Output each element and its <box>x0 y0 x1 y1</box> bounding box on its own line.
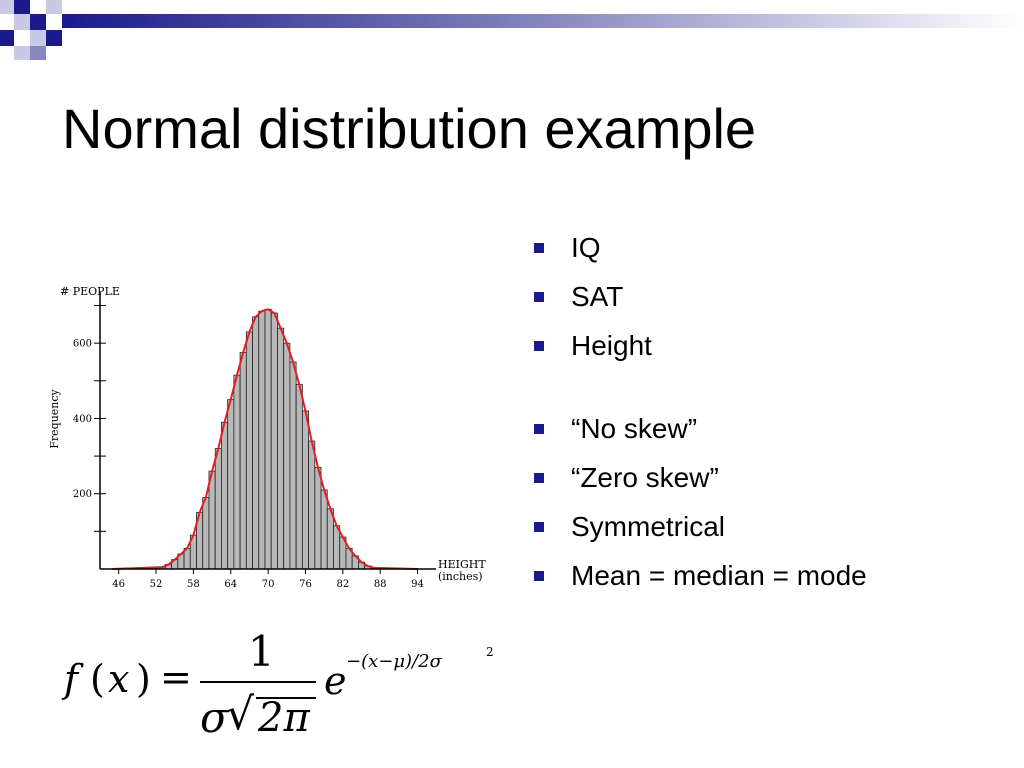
histogram-bar <box>283 342 291 570</box>
histogram-bar <box>239 352 247 570</box>
bullet-text: Height <box>571 330 652 361</box>
square-bullet-icon <box>534 522 544 532</box>
y-tick-label: 600 <box>73 339 92 350</box>
x-tick-label: 76 <box>299 579 312 590</box>
formula-two-pi: 2π <box>258 695 310 741</box>
x-axis-label-line1: HEIGHT <box>438 558 486 571</box>
y-tick-label: 400 <box>73 414 92 425</box>
bullet-item: Symmetrical <box>534 509 867 544</box>
normal-curve <box>112 308 418 570</box>
histogram-bar <box>258 310 266 570</box>
corner-decoration <box>0 0 1024 60</box>
bullet-text: “Zero skew” <box>571 462 719 493</box>
histogram-bar <box>214 448 222 570</box>
formula-open-paren: ( <box>90 657 105 701</box>
bullet-item: Mean = median = mode <box>534 558 867 593</box>
fraction-bar <box>200 681 316 683</box>
formula-equals: = <box>160 655 192 699</box>
x-tick-label: 88 <box>374 579 387 590</box>
bullet-text: Mean = median = mode <box>571 560 867 591</box>
bullet-list: IQ SAT Height “No skew” “Zero skew” Symm… <box>534 230 867 607</box>
histogram-bar <box>252 316 260 570</box>
histogram-bar <box>326 508 334 570</box>
formula-close-paren: ) <box>136 657 151 701</box>
formula-exponent-power: 2 <box>486 645 494 659</box>
square-bullet-icon <box>534 292 544 302</box>
formula-sqrt-icon: √ <box>226 689 255 740</box>
bullet-text: IQ <box>571 232 601 263</box>
x-axis-label-line2: (inches) <box>438 570 483 583</box>
normal-pdf-formula: f ( x ) = 1 σ √ 2π e −(x−μ)/2σ 2 <box>60 625 520 765</box>
formula-sigma: σ <box>200 693 229 742</box>
x-tick-label: 82 <box>336 579 349 590</box>
histogram-bar <box>245 331 253 570</box>
x-tick-label: 46 <box>112 579 125 590</box>
formula-f: f <box>64 657 79 701</box>
histogram-bar <box>208 470 216 570</box>
histogram-bar <box>270 312 278 570</box>
bullet-text: Symmetrical <box>571 511 726 542</box>
histogram-bar <box>289 361 297 570</box>
histogram-bar <box>295 384 303 570</box>
formula-exponent: −(x−μ)/2σ <box>346 651 442 672</box>
x-tick-label: 94 <box>411 579 424 590</box>
histogram-bar <box>308 440 316 570</box>
formula-x: x <box>108 657 130 701</box>
histogram-bar <box>301 410 309 570</box>
histogram-bar <box>221 421 229 570</box>
x-tick-label: 64 <box>224 579 237 590</box>
histogram-bar <box>264 308 272 570</box>
square-bullet-icon <box>534 341 544 351</box>
bullet-item: Height <box>534 328 867 363</box>
histogram-bar <box>314 466 322 570</box>
y-unit-label: # PEOPLE <box>60 285 120 298</box>
y-axis-label: Frequency <box>48 388 61 448</box>
histogram-bar <box>333 525 341 570</box>
histogram-bar <box>277 327 285 570</box>
x-tick-label: 58 <box>187 579 200 590</box>
square-bullet-icon <box>534 473 544 483</box>
histogram-bar <box>320 489 328 570</box>
bullet-text: SAT <box>571 281 624 312</box>
bullet-item: IQ <box>534 230 867 265</box>
bullet-item: “Zero skew” <box>534 460 867 495</box>
formula-e: e <box>324 659 347 703</box>
bullet-text: “No skew” <box>571 413 698 444</box>
histogram-chart: # PEOPLE Frequency HEIGHT (inches) 200 40… <box>48 285 486 590</box>
sqrt-overline <box>256 697 316 699</box>
histogram-bar <box>233 374 241 570</box>
square-bullet-icon <box>534 571 544 581</box>
x-tick-label: 70 <box>262 579 275 590</box>
square-bullet-icon <box>534 243 544 253</box>
formula-numerator: 1 <box>248 627 275 676</box>
y-tick-label: 200 <box>73 489 92 500</box>
square-bullet-icon <box>534 424 544 434</box>
histogram-bar <box>202 497 210 570</box>
bullet-item: SAT <box>534 279 867 314</box>
bullet-item: “No skew” <box>534 411 867 446</box>
histogram-bar <box>227 399 235 570</box>
slide-title: Normal distribution example <box>62 97 757 160</box>
x-tick-label: 52 <box>150 579 163 590</box>
